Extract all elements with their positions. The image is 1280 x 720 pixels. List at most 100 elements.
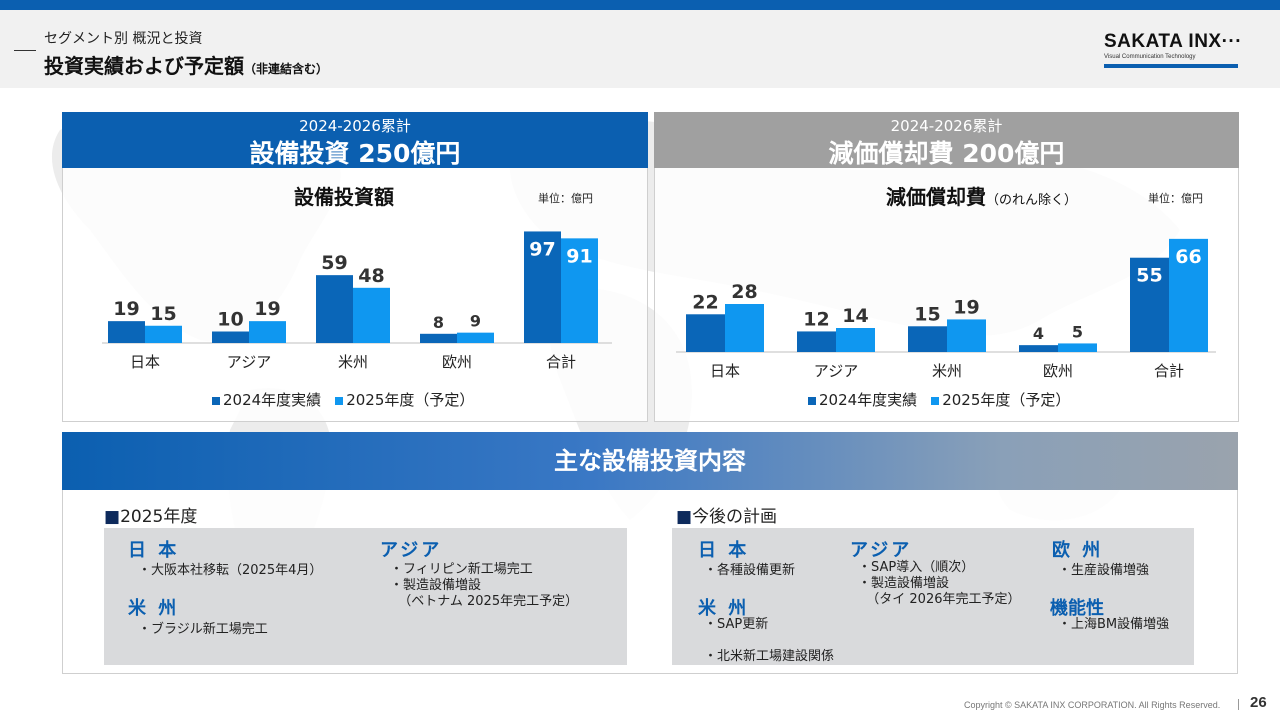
category-label-2: 米州 xyxy=(932,362,962,380)
capex-unit-label: 単位：億円 xyxy=(538,192,593,205)
future-functional-items: ・上海BM設備増強 xyxy=(1058,617,1170,632)
future-asia-items: ・SAP導入（順次） ・製造設備増設 （タイ 2026年完工予定） xyxy=(858,560,1021,607)
category-label-1: アジア xyxy=(227,353,271,371)
square-bullet-icon: ■ xyxy=(104,507,121,527)
bar-2024-4 xyxy=(1130,257,1169,352)
capex-legend-2024: 2024年度実績 xyxy=(212,389,321,410)
category-label-3: 欧州 xyxy=(442,353,472,371)
company-logo: SAKATA INX··· xyxy=(1104,31,1243,52)
top-accent-bar xyxy=(0,0,1280,10)
future-europe-items: ・生産設備増強 xyxy=(1058,563,1150,578)
page-title-text: 投資実績および予定額 xyxy=(44,54,244,78)
bar-2025-1 xyxy=(249,321,286,343)
category-label-4: 合計 xyxy=(546,353,576,371)
dep-legend-2024: 2024年度実績 xyxy=(808,389,917,410)
data-label-2024-0: 22 xyxy=(692,291,718,313)
dep-legend-2025: 2025年度（予定） xyxy=(931,389,1070,410)
future-americas-label: 米 州 xyxy=(698,598,750,619)
fy2025-japan-label: 日 本 xyxy=(128,540,180,561)
data-label-2024-0: 19 xyxy=(113,298,139,320)
dep-legend: 2024年度実績 2025年度（予定） xyxy=(808,389,1070,410)
dep-legend-2025-label: 2025年度（予定） xyxy=(942,391,1071,409)
category-label-0: 日本 xyxy=(130,353,160,371)
data-label-2025-3: 9 xyxy=(470,312,481,331)
capex-bar-chart: 19 15 日本 10 19 アジア 59 48 米州 8 9 欧州 97 91 合計 xyxy=(102,231,612,371)
bar-2025-4 xyxy=(1169,238,1208,352)
data-label-2025-0: 15 xyxy=(150,303,176,325)
data-label-2025-4: 66 xyxy=(1175,246,1201,268)
future-functional-label: 機能性 xyxy=(1050,598,1104,619)
dep-unit-label: 単位：億円 xyxy=(1148,192,1203,205)
future-americas-items: ・SAP更新 ・北米新工場建設関係 xyxy=(704,617,835,664)
data-label-2025-1: 19 xyxy=(254,298,280,320)
bar-2024-1 xyxy=(797,331,836,352)
data-label-2024-4: 97 xyxy=(529,238,555,260)
fy2025-heading-text: 2025年度 xyxy=(120,507,198,527)
data-label-2024-1: 10 xyxy=(217,309,243,331)
data-label-2025-3: 5 xyxy=(1072,322,1083,341)
header-dash xyxy=(14,50,36,51)
legend-swatch-2024 xyxy=(808,396,816,405)
bar-2024-3 xyxy=(1019,345,1058,352)
legend-swatch-2024 xyxy=(212,396,220,405)
page-title: 投資実績および予定額（非連結含む） xyxy=(44,50,328,79)
data-label-2024-3: 4 xyxy=(1033,324,1044,343)
capex-legend: 2024年度実績 2025年度（予定） xyxy=(212,389,474,410)
depreciation-bar-chart: 22 28 日本 12 14 アジア 15 19 米州 4 5 欧州 55 66 合計 xyxy=(676,238,1216,380)
category-label-3: 欧州 xyxy=(1043,362,1073,380)
capex-panel-header: 2024-2026累計 設備投資 250億円 xyxy=(62,112,648,168)
logo-underline xyxy=(1104,64,1238,68)
fy2025-asia-label: アジア xyxy=(380,540,443,561)
capex-head-main: 設備投資 250億円 xyxy=(249,139,461,168)
capex-legend-2024-label: 2024年度実績 xyxy=(223,391,322,409)
bar-2025-2 xyxy=(947,319,986,352)
page-title-note: （非連結含む） xyxy=(244,62,329,76)
bar-2025-3 xyxy=(457,332,494,343)
data-label-2024-2: 59 xyxy=(321,252,347,274)
page-subtitle: セグメント別 概況と投資 xyxy=(44,31,203,47)
dep-chart-title-note: （のれん除く） xyxy=(986,193,1078,208)
fy2025-box xyxy=(104,528,627,665)
depreciation-panel-header: 2024-2026累計 減価償却費 200億円 xyxy=(654,112,1239,168)
bar-2024-0 xyxy=(108,321,145,343)
capex-legend-2025: 2025年度（予定） xyxy=(335,389,474,410)
dep-head-sub: 2024-2026累計 xyxy=(890,117,1003,135)
future-japan-items: ・各種設備更新 xyxy=(704,563,796,578)
dep-head-main: 減価償却費 200億円 xyxy=(828,139,1065,168)
future-europe-label: 欧 州 xyxy=(1052,540,1104,561)
bar-2025-2 xyxy=(353,287,390,343)
legend-swatch-2025 xyxy=(931,396,940,405)
capex-chart-title: 設備投資額 xyxy=(294,185,394,209)
data-label-2025-0: 28 xyxy=(731,281,757,303)
page-number: 26 xyxy=(1250,694,1267,711)
capex-head-sub: 2024-2026累計 xyxy=(299,117,411,135)
data-label-2024-4: 55 xyxy=(1136,265,1162,287)
bar-2025-3 xyxy=(1058,343,1097,352)
dep-legend-2024-label: 2024年度実績 xyxy=(819,391,918,409)
future-heading-text: 今後の計画 xyxy=(692,507,778,527)
future-heading: ■今後の計画 xyxy=(676,502,777,527)
footer-separator xyxy=(1238,699,1239,710)
category-label-0: 日本 xyxy=(710,362,740,380)
bar-2025-0 xyxy=(145,325,182,343)
fy2025-americas-items: ・ブラジル新工場完工 xyxy=(138,622,268,637)
future-japan-label: 日 本 xyxy=(698,540,750,561)
footer-copyright: Copyright © SAKATA INX CORPORATION. All … xyxy=(964,700,1221,710)
legend-swatch-2025 xyxy=(335,396,344,405)
bar-2024-2 xyxy=(316,275,353,343)
bar-2024-1 xyxy=(212,331,249,343)
bar-2024-0 xyxy=(686,314,725,352)
fy2025-asia-items: ・フィリピン新工場完工 ・製造設備増設 （ベトナム 2025年完工予定） xyxy=(390,562,579,609)
fy2025-japan-items: ・大阪本社移転（2025年4月） xyxy=(138,563,323,578)
data-label-2025-2: 48 xyxy=(358,265,384,287)
logo-tagline: Visual Communication Technology xyxy=(1104,54,1196,60)
data-label-2025-1: 14 xyxy=(842,305,868,327)
bar-2025-1 xyxy=(836,328,875,352)
data-label-2025-2: 19 xyxy=(953,296,979,318)
data-label-2024-2: 15 xyxy=(914,303,940,325)
dep-chart-title-text: 減価償却費 xyxy=(886,185,986,209)
capex-legend-2025-label: 2025年度（予定） xyxy=(346,391,475,409)
bar-2025-4 xyxy=(561,238,598,343)
future-asia-label: アジア xyxy=(850,540,913,561)
header-band xyxy=(0,10,1280,88)
